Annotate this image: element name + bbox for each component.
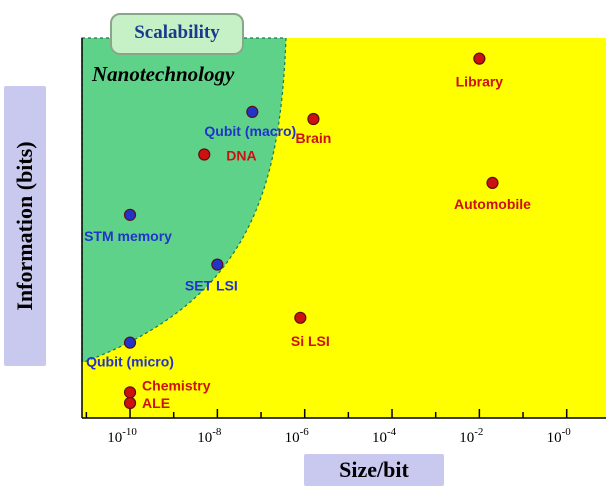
point-stm-memory [123, 208, 137, 221]
point-library [473, 52, 486, 65]
point-automobile [486, 176, 499, 189]
point-brain [307, 112, 320, 126]
point-dna [198, 148, 211, 161]
x-axis: 10-10 10-8 10-6 10-4 10-2 10-0 [81, 38, 606, 446]
nanotechnology-region [81, 37, 287, 363]
scalability-label: Scalability [134, 22, 220, 43]
label-set-lsi: SET LSI [185, 278, 238, 294]
label-qubit-macro: Qubit (macro) [204, 123, 296, 139]
label-automobile: Automobile [454, 196, 531, 212]
point-set-lsi [211, 258, 224, 271]
x-tick-label: 10-0 [547, 426, 572, 446]
x-axis-label: Size/bit [339, 457, 409, 482]
point-qubit-micro [123, 336, 137, 349]
label-chemistry: Chemistry [142, 377, 211, 393]
label-brain: Brain [296, 130, 332, 146]
point-si-lsi [294, 311, 307, 324]
x-tick-label: 10-10 [107, 426, 137, 446]
scalability-box [110, 13, 244, 55]
label-ale: ALE [142, 395, 170, 411]
point-ale [123, 396, 137, 410]
y-axis-label: Information (bits) [12, 141, 37, 311]
x-tick-label: 10-4 [372, 426, 397, 446]
nanotechnology-label: Nanotechnology [92, 62, 235, 86]
label-library: Library [456, 74, 504, 90]
x-tick-label: 10-8 [197, 426, 222, 446]
point-chemistry [123, 386, 137, 399]
label-dna: DNA [226, 148, 256, 164]
point-qubit-macro [246, 105, 259, 119]
label-stm-memory: STM memory [84, 228, 172, 244]
label-si-lsi: Si LSI [291, 333, 330, 349]
y-axis-label-box [4, 86, 46, 366]
x-axis-label-box [304, 454, 444, 486]
x-tick-label: 10-6 [285, 426, 310, 446]
label-qubit-micro: Qubit (micro) [86, 354, 174, 370]
x-tick-label: 10-2 [459, 426, 483, 446]
